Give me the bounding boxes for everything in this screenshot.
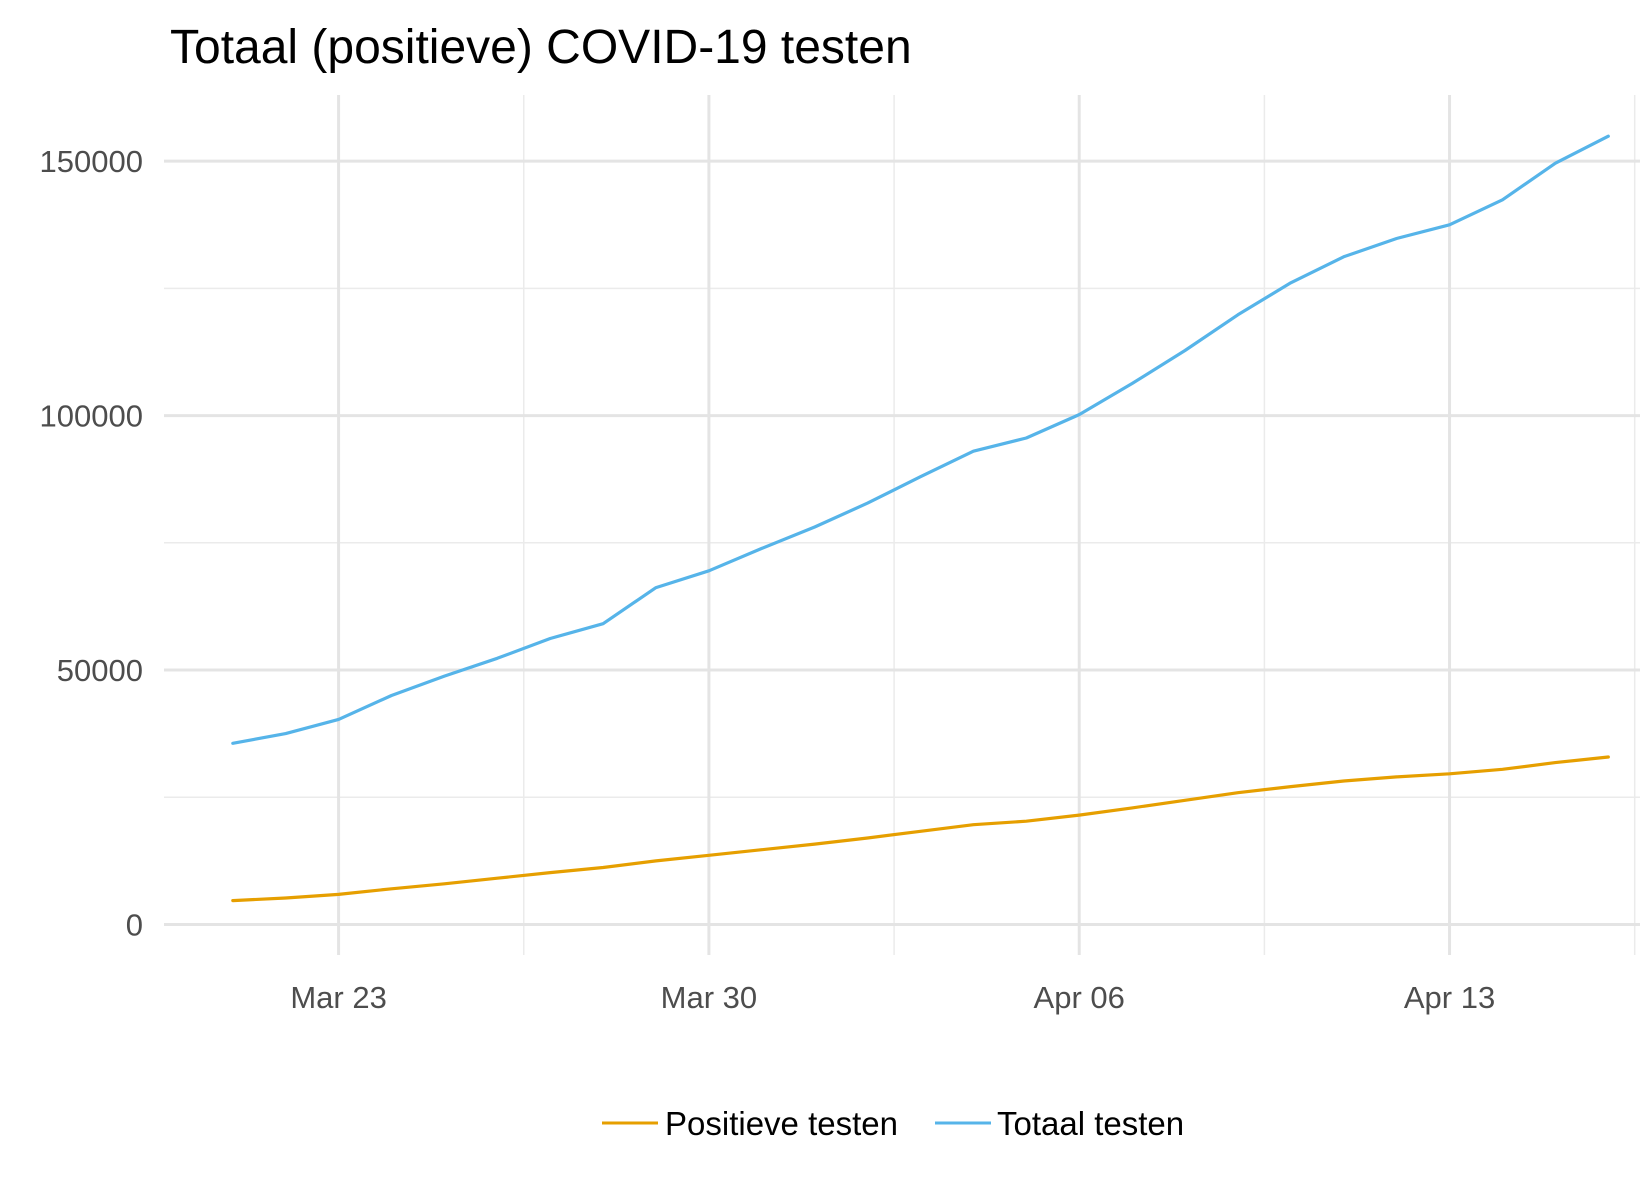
legend: Positieve testen Totaal testen [602, 1105, 1184, 1142]
series-line-positieve-testen [231, 755, 1610, 903]
y-tick-label: 50000 [57, 653, 143, 688]
x-tick-label: Mar 30 [661, 980, 757, 1015]
legend-label-totaal-testen: Totaal testen [997, 1105, 1184, 1142]
x-tick-label: Mar 23 [290, 980, 386, 1015]
series-lines [231, 134, 1610, 903]
legend-label-positieve-testen: Positieve testen [665, 1105, 898, 1142]
y-axis-tick-labels: 0 50000 100000 150000 [40, 144, 143, 942]
y-tick-label: 0 [126, 907, 143, 942]
x-tick-label: Apr 06 [1034, 980, 1125, 1015]
x-tick-label: Apr 13 [1404, 980, 1495, 1015]
y-tick-label: 150000 [40, 144, 143, 179]
chart-title: Totaal (positieve) COVID-19 testen [170, 21, 912, 74]
series-line-totaal-testen [231, 134, 1610, 745]
y-tick-label: 100000 [40, 399, 143, 434]
minor-gridlines [164, 95, 1640, 955]
major-gridlines [164, 95, 1640, 955]
x-axis-tick-labels: Mar 23 Mar 30 Apr 06 Apr 13 [290, 980, 1495, 1015]
